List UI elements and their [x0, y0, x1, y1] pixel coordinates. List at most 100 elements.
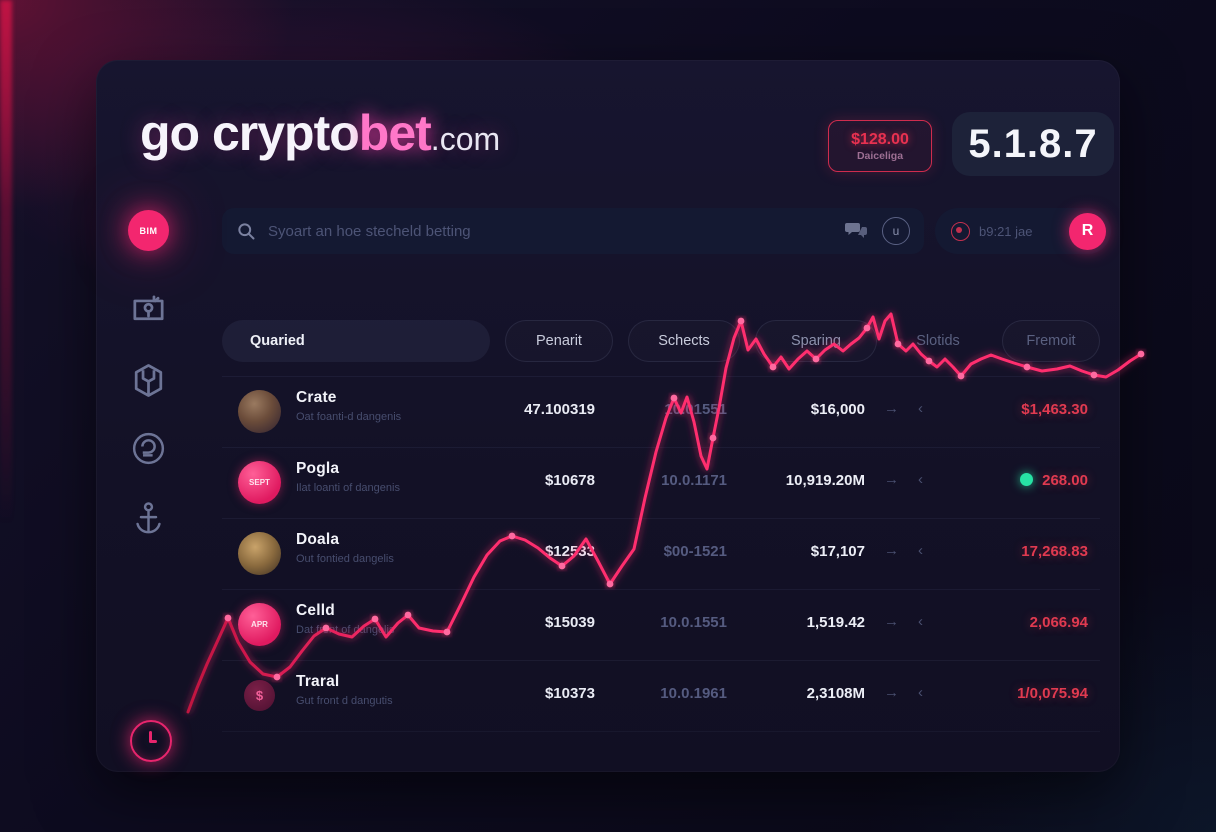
chevron-left-icon[interactable]: ‹ [918, 400, 923, 417]
globe-icon [132, 432, 165, 465]
logo-text-tld: .com [430, 121, 501, 157]
chevron-left-icon[interactable]: ‹ [918, 542, 923, 559]
tab-bar: Quaried Penarit Schects Sparing Slotids Fremo… [222, 320, 1100, 362]
row-subtitle: Gut front d dangutis [296, 695, 393, 707]
search-option-icon[interactable]: u [882, 217, 910, 245]
table-row[interactable]: Doala Out fontied dangelis $12533 $00-15… [222, 518, 1100, 589]
row-value-1: 47.100319 [524, 401, 595, 418]
result-value: 1/0,075.94 [1017, 685, 1088, 702]
balance-badge[interactable]: $128.00 Daiceliga [828, 120, 932, 172]
sidebar-item-home[interactable]: BIM [128, 210, 169, 251]
avatar-label: SEPT [249, 478, 270, 487]
arrow-right-icon[interactable]: → [884, 542, 899, 559]
tab-slotids[interactable]: Slotids [890, 320, 986, 362]
time-text: b9:21 jae [979, 223, 1033, 239]
row-value-3: 10,919.20M [785, 472, 865, 489]
chat-icon[interactable] [844, 220, 868, 242]
green-status-dot [1020, 473, 1034, 486]
result-value: 17,268.83 [1021, 543, 1088, 560]
cube-icon [134, 364, 163, 397]
row-subtitle: Ilat loanti of dangenis [296, 482, 400, 494]
left-accent-streak [0, 0, 12, 583]
row-subtitle: Out fontied dangelis [296, 553, 394, 565]
result-value: 268.00 [1042, 472, 1088, 489]
result-value: 2,066.94 [1029, 614, 1088, 631]
search-bar: u [222, 208, 924, 254]
row-result: 2,066.94 [948, 614, 1088, 631]
row-value-3: $16,000 [810, 401, 865, 418]
row-value-3: $17,107 [810, 543, 865, 560]
balance-amount: $128.00 [851, 130, 909, 148]
logo-text-accent: bet [358, 105, 432, 161]
tab-fremoit[interactable]: Fremoit [1002, 320, 1100, 362]
sidebar-item-box[interactable] [128, 360, 169, 401]
row-subtitle: Oat foanti-d dangenis [296, 411, 402, 423]
tab-label: Slotids [916, 333, 960, 349]
chevron-left-icon[interactable]: ‹ [918, 684, 923, 701]
site-logo: go cryptobet.com [140, 104, 500, 162]
bets-table: Crate Oat foanti-d dangenis 47.100319 10… [222, 376, 1100, 732]
tab-sparing[interactable]: Sparing [755, 320, 877, 362]
tab-label: Schects [658, 333, 710, 349]
result-value: $1,463.30 [1021, 401, 1088, 418]
arrow-right-icon[interactable]: → [884, 684, 899, 701]
user-pill[interactable]: b9:21 jae R [935, 208, 1111, 254]
tab-label: Sparing [791, 333, 841, 349]
row-avatar [238, 532, 281, 575]
sidebar-item-screen[interactable] [128, 290, 169, 331]
row-value-3: 1,519.42 [806, 614, 865, 631]
arrow-right-icon[interactable]: → [884, 400, 899, 417]
avatar-label: APR [251, 620, 268, 629]
table-row[interactable]: SEPT Pogla Ilat loanti of dangenis $1067… [222, 447, 1100, 518]
row-name: Traral [296, 673, 340, 690]
row-result: $1,463.30 [948, 401, 1088, 418]
row-value-1: $10373 [544, 685, 595, 702]
tab-penarit[interactable]: Penarit [505, 320, 613, 362]
row-value-1: $15039 [544, 614, 595, 631]
arrow-right-icon[interactable]: → [884, 471, 899, 488]
user-avatar-letter: R [1081, 222, 1094, 239]
row-name: Celld [296, 602, 335, 619]
row-value-2: 10.0.1551 [660, 614, 727, 631]
search-input[interactable] [266, 221, 830, 241]
tab-label: Quaried [250, 333, 305, 349]
tab-label: Fremoit [1026, 333, 1076, 349]
row-value-2: 10.01551 [664, 401, 727, 418]
row-value-3: 2,3108M [806, 685, 865, 702]
tab-label: Penarit [536, 333, 582, 349]
row-avatar: SEPT [238, 461, 281, 504]
search-option-letter: u [892, 224, 900, 238]
row-result: 268.00 [948, 472, 1088, 489]
version-display: 5.1.8.7 [952, 112, 1114, 176]
row-avatar: $ [244, 680, 275, 711]
avatar-label: $ [255, 688, 264, 703]
chevron-left-icon[interactable]: ‹ [918, 613, 923, 630]
tab-quaried[interactable]: Quaried [222, 320, 490, 362]
table-row[interactable]: Crate Oat foanti-d dangenis 47.100319 10… [222, 376, 1100, 447]
table-row[interactable]: $ Traral Gut front d dangutis $10373 10.… [222, 660, 1100, 732]
row-avatar: APR [238, 603, 281, 646]
arrow-right-icon[interactable]: → [884, 613, 899, 630]
record-icon [951, 221, 970, 241]
anchor-icon [136, 502, 161, 534]
tab-schects[interactable]: Schects [628, 320, 740, 362]
sidebar-item-anchor[interactable] [128, 498, 169, 539]
row-name: Doala [296, 531, 340, 548]
row-name: Crate [296, 389, 337, 406]
row-name: Pogla [296, 460, 340, 477]
row-value-2: 10.0.1171 [661, 472, 727, 489]
row-value-2: 10.0.1961 [660, 685, 727, 702]
row-result: 1/0,075.94 [948, 685, 1088, 702]
user-avatar-button[interactable]: R [1069, 212, 1106, 250]
chevron-left-icon[interactable]: ‹ [918, 471, 923, 488]
table-row[interactable]: APR Celld Dat front of dangelis $15039 1… [222, 589, 1100, 660]
sidebar-item-globe[interactable] [128, 428, 169, 469]
row-value-1: $12533 [544, 543, 595, 560]
search-icon [238, 223, 255, 240]
row-subtitle: Dat front of dangelis [296, 624, 395, 636]
balance-label: Daiceliga [856, 149, 904, 162]
screen-icon [133, 295, 164, 321]
logo-text-main: go crypto [140, 105, 360, 161]
history-clock-button[interactable] [130, 720, 172, 762]
row-value-2: $00-1521 [663, 543, 727, 560]
